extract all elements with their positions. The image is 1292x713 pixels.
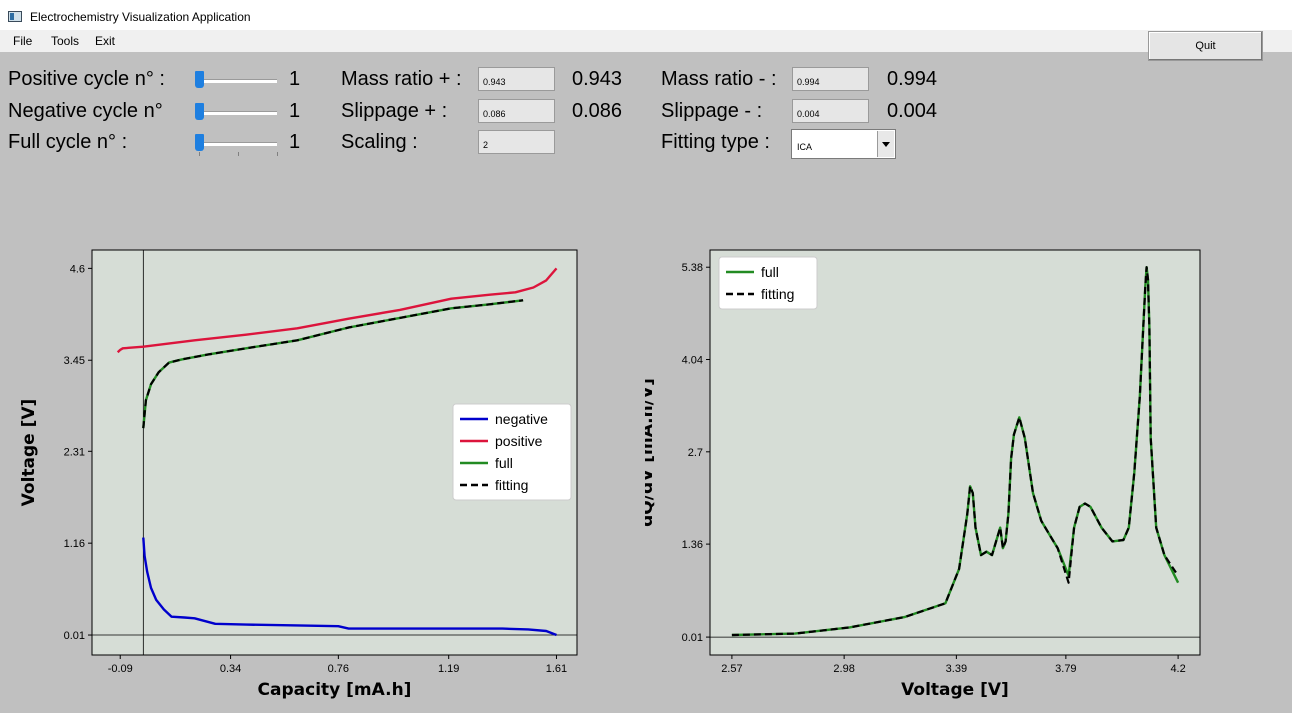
y-tick-label: 4.6 xyxy=(70,263,85,275)
y-tick-label: 0.01 xyxy=(64,630,85,642)
legend-label-full: full xyxy=(495,455,513,471)
positive-cycle-slider[interactable] xyxy=(195,70,281,90)
legend-label-fitting: fitting xyxy=(761,286,794,302)
slider-track xyxy=(199,79,277,83)
y-tick-label: 4.04 xyxy=(682,355,703,367)
slippage-pos-value: 0.086 xyxy=(572,100,623,122)
slippage-neg-label: Slippage - : xyxy=(661,100,763,122)
full-cycle-slider[interactable] xyxy=(195,133,281,156)
series-line-fitting xyxy=(142,299,524,429)
slider-handle[interactable] xyxy=(195,103,204,120)
chevron-down-icon xyxy=(882,141,890,147)
x-tick-label: 0.76 xyxy=(328,663,349,675)
y-tick-label: 1.36 xyxy=(682,539,703,551)
dropdown-button[interactable] xyxy=(877,131,894,157)
mass-ratio-neg-value: 0.994 xyxy=(887,68,938,90)
legend-label-fitting: fitting xyxy=(495,477,528,493)
mass-ratio-neg-label: Mass ratio - : xyxy=(661,68,777,90)
legend-box xyxy=(452,403,572,501)
series-line-fitting xyxy=(731,266,1180,637)
slider-handle[interactable] xyxy=(195,134,204,151)
y-tick-label: 1.16 xyxy=(64,538,85,550)
plot-area xyxy=(709,249,1201,656)
y-tick-label: 0.01 xyxy=(682,632,703,644)
x-tick-label: 2.98 xyxy=(833,663,854,675)
dqdv-voltage-chart: 2.57 2.98 3.39 3.79 4.2 0.01 1.36 2.7 4.04 5.38 Vo… xyxy=(645,249,1201,700)
slider-tick xyxy=(238,152,239,156)
slippage-neg-input[interactable]: 0.004 xyxy=(792,99,869,123)
positive-cycle-label: Positive cycle n° : xyxy=(8,68,165,90)
fitting-type-selected: ICA xyxy=(797,142,813,152)
negative-cycle-slider[interactable] xyxy=(195,102,281,122)
x-tick-label: 0.34 xyxy=(220,663,241,675)
mass-ratio-pos-value: 0.943 xyxy=(572,68,623,90)
y-tick-label: 2.31 xyxy=(64,446,85,458)
series-line-negative xyxy=(142,537,557,637)
slippage-pos-label: Slippage + : xyxy=(341,100,448,122)
menu-file[interactable]: File xyxy=(13,34,33,48)
full-cycle-value: 1 xyxy=(289,131,301,153)
mass-ratio-neg-input[interactable]: 0.994 xyxy=(792,67,869,91)
x-tick-label: 1.19 xyxy=(438,663,459,675)
slider-handle[interactable] xyxy=(195,71,204,88)
negative-cycle-value: 1 xyxy=(289,100,301,122)
y-tick-label: 2.7 xyxy=(688,447,703,459)
menu-tools[interactable]: Tools xyxy=(51,34,80,48)
fitting-type-label: Fitting type : xyxy=(661,131,770,153)
slider-tick xyxy=(199,152,200,156)
legend-label-negative: negative xyxy=(495,411,548,427)
positive-cycle-value: 1 xyxy=(289,68,301,90)
x-tick-label: 2.57 xyxy=(721,663,742,675)
x-axis-title: Capacity [mA.h] xyxy=(258,680,412,700)
slider-track xyxy=(199,111,277,115)
y-tick-label: 5.38 xyxy=(682,262,703,274)
fitting-type-select[interactable]: ICA xyxy=(791,129,896,159)
legend-box xyxy=(718,256,818,310)
x-tick-label: 3.39 xyxy=(946,663,967,675)
y-tick-label: 3.45 xyxy=(64,355,85,367)
slippage-pos-input[interactable]: 0.086 xyxy=(478,99,555,123)
full-cycle-label: Full cycle n° : xyxy=(8,131,128,153)
scaling-label: Scaling : xyxy=(341,131,418,153)
title-bar: Electrochemistry Visualization Applicati… xyxy=(0,0,1292,30)
app-icon xyxy=(8,11,22,22)
mass-ratio-pos-input[interactable]: 0.943 xyxy=(478,67,555,91)
legend-label-positive: positive xyxy=(495,433,543,449)
series-line-positive xyxy=(116,267,558,354)
voltage-capacity-chart: -0.09 0.34 0.76 1.19 1.61 0.01 1.16 2.31 3.45 4.6… xyxy=(19,249,578,700)
x-tick-label: -0.09 xyxy=(108,663,133,675)
x-tick-label: 1.61 xyxy=(546,663,567,675)
y-axis-title: dQ/dV [mA.h/V] xyxy=(645,378,657,527)
mass-ratio-pos-label: Mass ratio + : xyxy=(341,68,462,90)
x-tick-label: 4.2 xyxy=(1170,663,1185,675)
slider-tick xyxy=(277,152,278,156)
menu-bar: File Tools Exit xyxy=(0,30,1292,52)
scaling-input[interactable]: 2 xyxy=(478,130,555,154)
y-axis-title: Voltage [V] xyxy=(19,399,39,507)
x-tick-label: 3.79 xyxy=(1055,663,1076,675)
slider-track xyxy=(199,142,277,146)
negative-cycle-label: Negative cycle n° xyxy=(8,100,163,122)
quit-button[interactable]: Quit xyxy=(1148,31,1263,61)
legend-label-full: full xyxy=(761,264,779,280)
window-title: Electrochemistry Visualization Applicati… xyxy=(30,10,251,24)
menu-exit[interactable]: Exit xyxy=(95,34,116,48)
x-axis-title: Voltage [V] xyxy=(901,680,1009,700)
slippage-neg-value: 0.004 xyxy=(887,100,938,122)
